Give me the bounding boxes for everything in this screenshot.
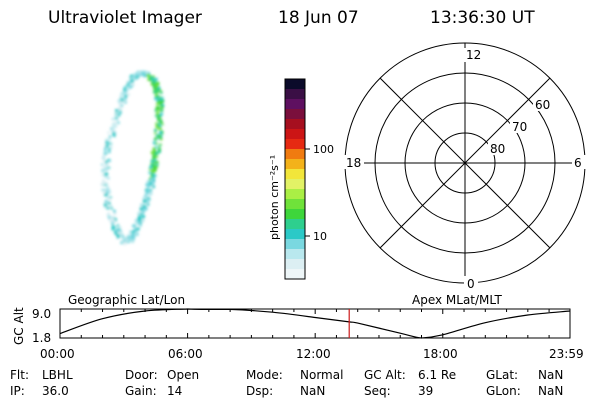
orbit-x-tick-label-3: 18:00 (423, 347, 458, 361)
orbit-x-tick-label-0: 00:00 (40, 347, 75, 361)
colorbar-segment (285, 219, 305, 230)
colorbar-segment (285, 269, 305, 280)
status-value: Open (167, 368, 200, 382)
polar-ring-60 (374, 72, 556, 254)
colorbar-segment (285, 149, 305, 160)
orbit-x-tick-label-2: 12:00 (296, 347, 331, 361)
status-key: Seq: (364, 384, 391, 398)
colorbar-segment (285, 259, 305, 270)
colorbar-segment (285, 249, 305, 260)
mlt-label-0: 0 (467, 277, 475, 291)
orbit-left-title: Geographic Lat/Lon (68, 293, 185, 307)
lat-label-60: 60 (535, 98, 550, 112)
status-key: IP: (10, 384, 25, 398)
status-value: 14 (167, 384, 183, 398)
colorbar-segment (285, 169, 305, 180)
colorbar-segment (285, 189, 305, 200)
orbit-y-axis-label: GC Alt (12, 307, 26, 345)
status-value: 36.0 (42, 384, 69, 398)
colorbar-segment (285, 119, 305, 130)
polar-ring-80 (434, 132, 496, 194)
status-value: Normal (300, 368, 344, 382)
orbit-y-tick-min: 1.8 (32, 331, 51, 345)
colorbar-segment (285, 129, 305, 140)
date-label: 18 Jun 07 (278, 8, 359, 28)
polar-ring-50 (344, 42, 586, 284)
orbit-plot-frame (59, 308, 571, 339)
orbit-x-tick-label-1: 06:00 (168, 347, 203, 361)
mlt-label-12: 12 (466, 48, 481, 62)
polar-ring-70 (404, 102, 526, 224)
status-value: NaN (300, 384, 326, 398)
status-key: GC Alt: (364, 368, 406, 382)
polar-diagonal-1 (379, 77, 551, 249)
orbit-y-tick-max: 9.0 (32, 307, 51, 321)
colorbar-tick-label-10: 10 (313, 230, 327, 243)
status-key: Door: (125, 368, 158, 382)
polar-diagonal-2 (379, 77, 551, 249)
status-key: GLat: (486, 368, 519, 382)
status-value: LBHL (42, 368, 73, 382)
colorbar-segment (285, 99, 305, 110)
colorbar-segment (285, 199, 305, 210)
status-key: Dsp: (246, 384, 274, 398)
status-key: Mode: (246, 368, 283, 382)
colorbar-tick-label-100: 100 (313, 143, 334, 156)
orbit-right-title: Apex MLat/MLT (412, 293, 502, 307)
colorbar-segment (285, 109, 305, 120)
colorbar-segment (285, 159, 305, 170)
lat-label-70: 70 (512, 120, 527, 134)
colorbar-segment (285, 139, 305, 150)
status-value: 6.1 Re (418, 368, 457, 382)
status-value: NaN (538, 384, 564, 398)
colorbar-segment (285, 229, 305, 240)
lat-label-80: 80 (490, 142, 505, 156)
status-key: Gain: (125, 384, 157, 398)
status-value: NaN (538, 368, 564, 382)
time-label: 13:36:30 UT (430, 8, 535, 28)
status-key: Flt: (10, 368, 29, 382)
colorbar-segment (285, 239, 305, 250)
orbit-x-tick-label-4: 23:59 (549, 347, 584, 361)
colorbar-unit-label: photon cm⁻²s⁻¹ (268, 155, 281, 240)
colorbar-segment (285, 179, 305, 190)
status-value: 39 (418, 384, 434, 398)
colorbar-segment (285, 209, 305, 220)
colorbar-segment (285, 79, 305, 90)
status-key: GLon: (486, 384, 521, 398)
instrument-title: Ultraviolet Imager (48, 8, 202, 28)
mlt-label-18: 18 (346, 156, 361, 170)
orbit-altitude-line (59, 308, 571, 339)
mlt-label-6: 6 (574, 156, 582, 170)
colorbar-segment (285, 89, 305, 100)
